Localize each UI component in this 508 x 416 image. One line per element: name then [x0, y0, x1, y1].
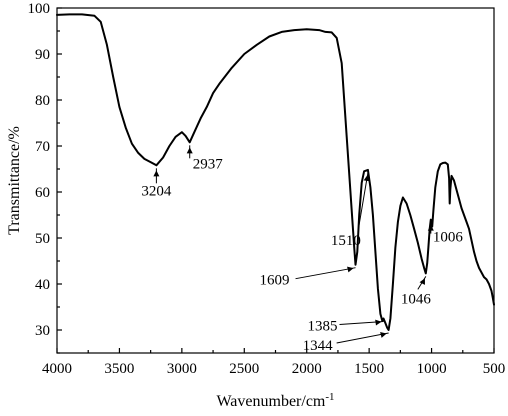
y-tick-label: 80: [35, 93, 50, 109]
annotation-label: 1006: [433, 230, 464, 246]
annotation-label: 3204: [141, 183, 172, 199]
annotation-arrowhead: [419, 278, 425, 285]
y-tick-label: 50: [35, 231, 50, 247]
annotation-arrow: [295, 267, 356, 280]
x-axis-title: Wavenumber/cm-1: [216, 391, 334, 410]
plot-frame: [56, 7, 495, 354]
annotation-label: 1385: [308, 319, 338, 335]
x-tick-label: 1500: [354, 361, 384, 377]
y-tick-label: 40: [35, 277, 50, 293]
axis-tick-labels: 4000 3500 3000 2500 2000 1500 1000 500 30 40 50 60 7…: [28, 1, 506, 377]
annotation-label: 1510: [331, 233, 361, 249]
annotation-label: 1046: [401, 291, 432, 307]
y-tick-label: 30: [35, 323, 50, 339]
x-tick-label: 2500: [229, 361, 259, 377]
annotation-arrow: [336, 332, 389, 344]
peak-annotations: 3204 2937 1609 1510 1385 1344 1046 1006: [141, 145, 463, 354]
y-tick-label: 60: [35, 185, 50, 201]
annotation-arrowhead: [186, 147, 193, 154]
annotation-label: 1344: [303, 338, 334, 354]
annotation-arrowhead: [375, 319, 382, 326]
y-tick-label: 100: [28, 1, 51, 17]
spectrum-line: [56, 13, 495, 331]
y-tick-label: 70: [35, 139, 50, 155]
y-tick-label: 90: [35, 47, 50, 63]
x-tick-label: 1000: [417, 361, 447, 377]
annotation-arrowhead: [380, 332, 387, 338]
x-tick-label: 4000: [42, 361, 72, 377]
annotation-arrowhead: [427, 224, 434, 231]
x-tick-label: 3000: [167, 361, 197, 377]
annotation-arrowhead: [363, 174, 370, 182]
x-axis-title-superscript: -1: [325, 391, 334, 403]
annotation-arrowhead: [153, 170, 160, 177]
x-axis-title-main: Wavenumber/cm: [216, 393, 325, 410]
y-axis-title: Transmittance/%: [6, 126, 23, 235]
x-tick-label: 3500: [104, 361, 134, 377]
annotation-label: 1609: [260, 273, 290, 289]
annotation-label: 2937: [193, 156, 224, 172]
x-tick-label: 500: [483, 361, 506, 377]
x-tick-label: 2000: [292, 361, 322, 377]
annotation-arrow: [357, 172, 369, 233]
annotation-arrowhead: [347, 266, 354, 273]
